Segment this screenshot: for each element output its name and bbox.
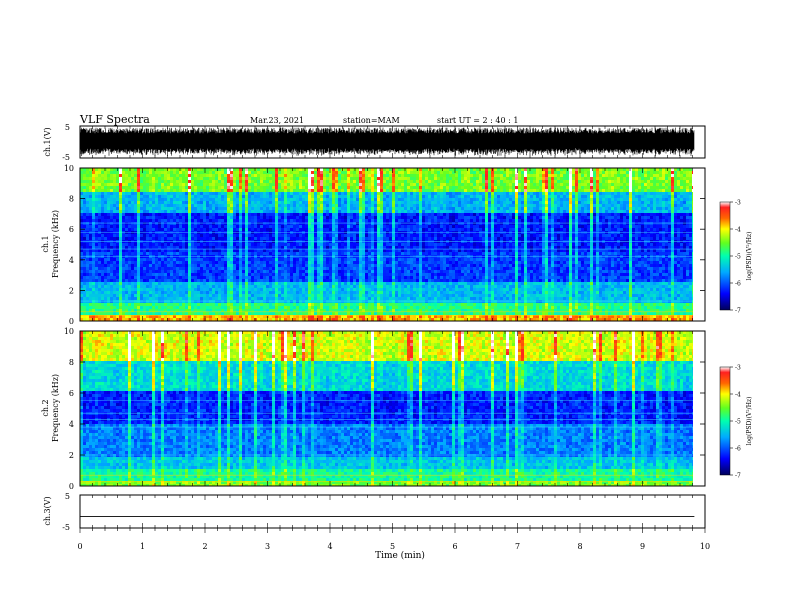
spec-ytick-label: 2 (69, 451, 74, 460)
spec-ytick-label: 6 (69, 225, 74, 234)
figure-title: VLF Spectra (79, 113, 150, 126)
colorbar-tick-label: -6 (735, 281, 741, 288)
spec-ytick-label: 0 (69, 317, 74, 326)
x-tick-label: 3 (265, 542, 270, 551)
x-tick-label: 7 (515, 542, 520, 551)
x-tick-label: 4 (327, 542, 332, 551)
colorbar-tick-label: -6 (735, 446, 741, 453)
colorbar-tick-label: -3 (735, 200, 741, 207)
colorbar-tick-label: -4 (735, 392, 741, 399)
ch1-spectrogram-image (80, 168, 693, 321)
ch1-ylabel: ch.1(V) (43, 127, 52, 156)
ch1-spec-ylabel-freq: Frequency (kHz) (51, 210, 60, 278)
colorbar-tick-label: -5 (735, 254, 741, 261)
colorbar-ch1: -3 -4 -5 -6 -7 log(PSD)(V²/Hz) (719, 200, 753, 315)
ch3-waveform-panel: 5 -5 ch.3(V) (43, 492, 706, 532)
station-label: station=MAM (343, 116, 400, 125)
x-axis: 0 1 2 3 4 5 6 7 8 9 10 (77, 126, 710, 551)
x-tick-label: 10 (700, 542, 710, 551)
ch3-ytick-top: 5 (65, 492, 70, 501)
colorbar-ch2: -3 -4 -5 -6 -7 log(PSD)(V²/Hz) (719, 365, 753, 480)
x-tick-label: 5 (390, 542, 395, 551)
ch2-spectrogram-panel: 0 2 4 6 8 10 ch.2 Frequency (kHz) (41, 327, 706, 491)
colorbar-ch2-label: log(PSD)(V²/Hz) (746, 397, 753, 446)
colorbar-tick-label: -5 (735, 419, 741, 426)
spec-ytick-label: 10 (64, 164, 74, 173)
spec-ytick-label: 8 (69, 358, 74, 367)
spec-ytick-label: 2 (69, 286, 74, 295)
x-tick-label: 9 (640, 542, 645, 551)
ch1-spectrogram-panel: 0 2 4 6 8 10 ch.1 Frequency (kHz) (41, 164, 706, 326)
spec-ytick-label: 10 (64, 327, 74, 336)
ch1-ytick-top: 5 (65, 123, 70, 132)
ch1-ytick-bottom: -5 (62, 153, 70, 162)
ch3-ytick-bottom: -5 (62, 523, 70, 532)
start-time-label: start UT = 2 : 40 : 1 (437, 116, 518, 125)
x-tick-label: 8 (577, 542, 582, 551)
x-tick-label: 2 (202, 542, 207, 551)
ch1-spec-ylabel-ch: ch.1 (41, 235, 50, 252)
spec-ytick-label: 6 (69, 389, 74, 398)
x-tick-label: 1 (140, 542, 145, 551)
ch1-waveform-trace (79, 127, 695, 157)
x-axis-label: Time (min) (375, 550, 425, 561)
colorbar-tick-label: -4 (735, 227, 741, 234)
x-tick-label: 0 (77, 542, 82, 551)
colorbar-tick-label: -3 (735, 365, 741, 372)
spec-ytick-label: 8 (69, 195, 74, 204)
colorbar-ch1-label: log(PSD)(V²/Hz) (746, 232, 753, 281)
date-label: Mar.23, 2021 (250, 116, 304, 125)
ch3-ylabel: ch.3(V) (43, 496, 52, 525)
colorbar-tick-label: -7 (735, 473, 741, 480)
colorbar-tick-label: -7 (735, 308, 741, 315)
spec-ytick-label: 0 (69, 482, 74, 491)
ch2-spec-ylabel-freq: Frequency (kHz) (51, 374, 60, 442)
spec-ytick-label: 4 (69, 420, 74, 429)
ch2-spec-ylabel-ch: ch.2 (41, 399, 50, 416)
ch1-waveform-panel: 5 -5 ch.1(V) (43, 123, 706, 162)
ch2-spectrogram-image (80, 331, 693, 486)
spec-ytick-label: 4 (69, 256, 74, 265)
x-tick-label: 6 (452, 542, 457, 551)
